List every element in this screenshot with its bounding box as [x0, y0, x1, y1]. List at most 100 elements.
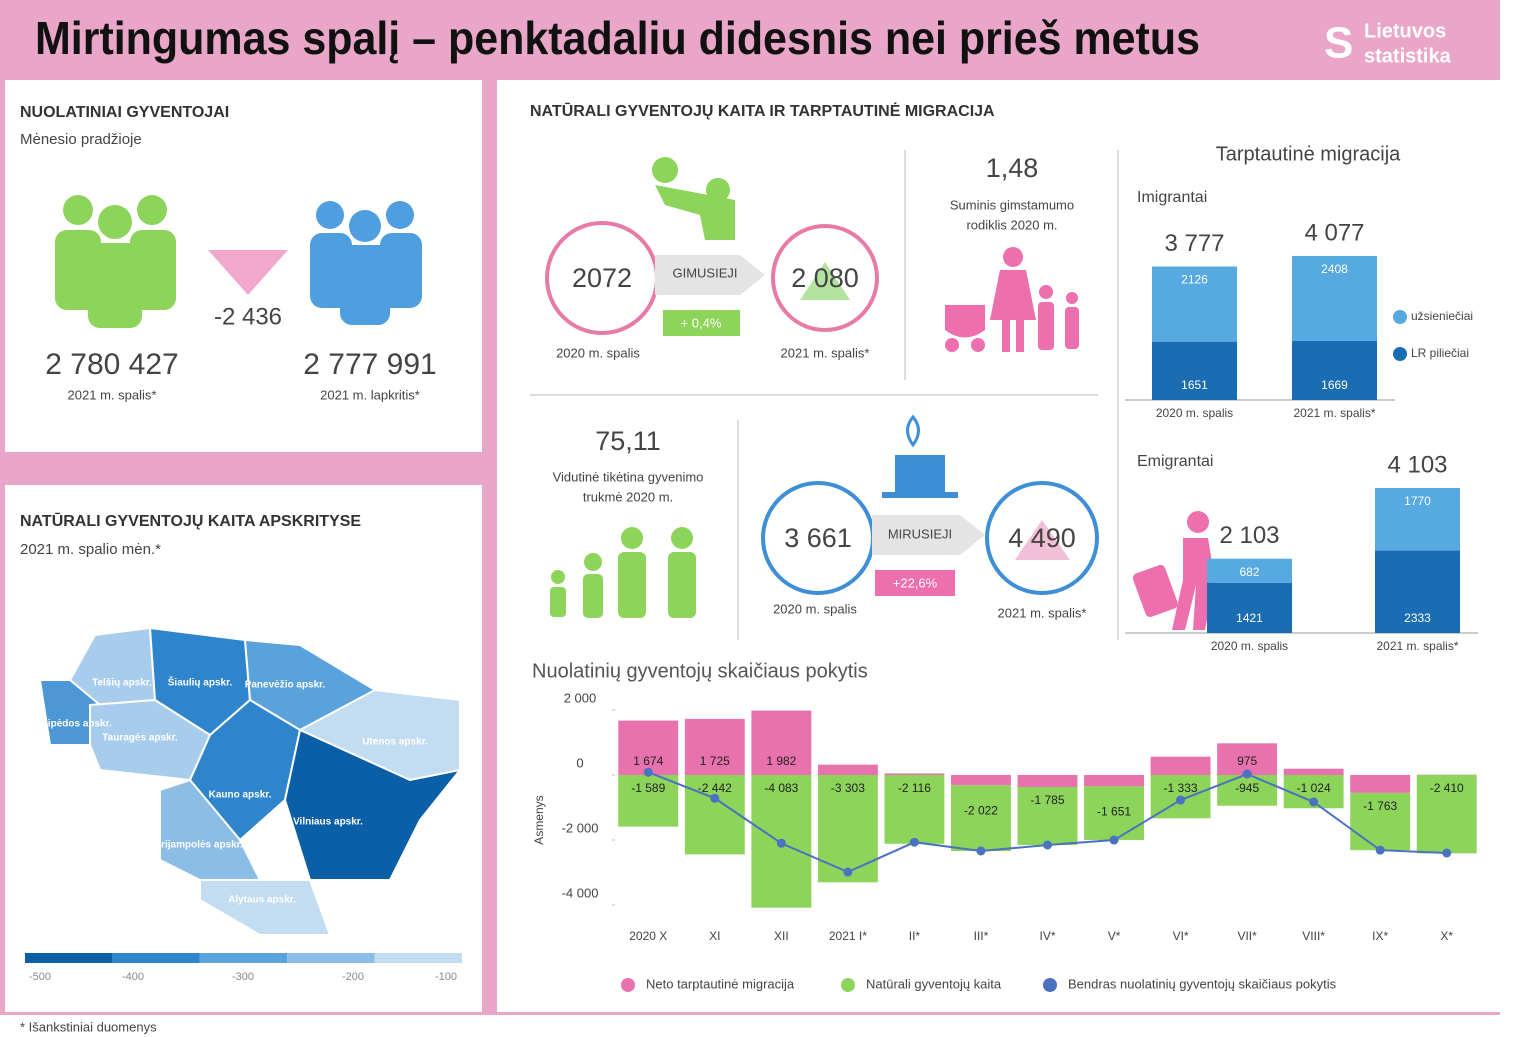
value-label: 2408	[1321, 262, 1348, 276]
value-label: 975	[1237, 754, 1257, 768]
scale-tick-label: -100	[435, 971, 457, 983]
label: rodiklis 2020 m.	[966, 217, 1057, 232]
value: 2072	[572, 263, 632, 293]
region-label: Telšių apskr.	[92, 678, 152, 689]
label: Suminis gimstamumo	[950, 197, 1074, 212]
bar-segment	[684, 718, 745, 775]
people-icon	[55, 195, 176, 328]
generations-icon	[550, 527, 696, 618]
panel-title: NATŪRALI GYVENTOJŲ KAITA APSKRITYSE	[20, 511, 361, 530]
line-point	[909, 837, 919, 847]
value-label: -1 333	[1164, 781, 1198, 795]
logo-mark: S	[1324, 19, 1353, 68]
value-label: 1 982	[766, 754, 796, 768]
change-badge	[875, 570, 955, 596]
change-badge	[663, 310, 740, 336]
arrow	[655, 255, 765, 295]
bar-segment	[751, 710, 812, 775]
x-tick-label: 2020 m. spalis	[1156, 406, 1233, 420]
period: 2021 m. spalis*	[781, 345, 870, 360]
footer-band	[0, 1015, 1525, 1037]
section-title: Tarptautinė migracija	[1216, 143, 1401, 165]
value-label: 1 674	[633, 754, 663, 768]
value-label: -1 763	[1363, 799, 1397, 813]
value-label: -1 785	[1030, 793, 1064, 807]
x-tick-label: XI	[709, 929, 720, 943]
region-label: Klaipėdos apskr.	[32, 719, 112, 730]
value-label: -3 303	[831, 781, 865, 795]
period: 2020 m. spalis	[556, 345, 640, 360]
family-icon	[945, 247, 1079, 352]
value: 4 490	[1008, 523, 1076, 553]
bar-segment	[884, 773, 945, 775]
decrease-arrow	[208, 250, 288, 295]
scale-segment	[287, 953, 375, 963]
period: 2021 m. spalis*	[998, 605, 1087, 620]
scale-tick-label: -500	[29, 971, 51, 983]
region-label: Marijampolės apskr.	[147, 840, 243, 851]
line-point	[776, 838, 786, 848]
scale-segment	[374, 953, 462, 963]
value-label: -945	[1235, 781, 1259, 795]
legend-swatch	[1393, 310, 1407, 324]
people-icon	[310, 201, 422, 325]
scale-segment	[25, 953, 113, 963]
label: trukmė 2020 m.	[583, 489, 673, 504]
region-label: Alytaus apskr.	[228, 895, 296, 906]
bar-segment	[951, 785, 1011, 851]
candle-icon	[882, 414, 958, 498]
bar-segment	[1350, 792, 1411, 851]
total-label: 4 103	[1387, 451, 1447, 478]
region-label: Šiaulių apskr.	[168, 676, 233, 689]
bar-segment	[1017, 775, 1078, 787]
value-label: 2333	[1404, 611, 1431, 625]
x-tick-label: III*	[974, 929, 989, 943]
scale-tick-label: -400	[122, 971, 144, 983]
bar-segment	[951, 775, 1011, 786]
legend-swatch	[621, 978, 635, 992]
value-label: -1 589	[631, 781, 665, 795]
legend-label: užsieniečiai	[1411, 309, 1473, 323]
value-label: 1 725	[700, 754, 730, 768]
line-point	[1109, 835, 1119, 845]
panel-title: NUOLATINIAI GYVENTOJAI	[20, 104, 229, 121]
x-tick-label: II*	[909, 929, 921, 943]
line-point	[976, 846, 986, 856]
period: 2020 m. spalis	[773, 601, 857, 616]
x-tick-label: 2021 m. spalis*	[1293, 406, 1375, 420]
region	[283, 728, 463, 881]
value: 75,11	[595, 426, 661, 456]
bar-segment	[618, 720, 679, 775]
legend-label: Bendras nuolatinių gyventojų skaičiaus p…	[1068, 976, 1337, 991]
legend-swatch	[841, 978, 855, 992]
change: + 0,4%	[681, 315, 722, 330]
label: MIRUSIEJI	[888, 526, 952, 541]
bar-segment	[1416, 775, 1477, 854]
total-label: 4 077	[1304, 219, 1364, 246]
panel-title: NATŪRALI GYVENTOJŲ KAITA IR TARPTAUTINĖ …	[530, 101, 995, 120]
y-axis-label: Asmenys	[532, 795, 546, 844]
x-tick-label: VII*	[1237, 929, 1257, 943]
value: 2 780 427	[45, 348, 178, 381]
change: +22,6%	[893, 575, 938, 590]
change-value: -2 436	[214, 303, 282, 330]
value-label: -4 083	[764, 781, 798, 795]
bar-segment	[817, 764, 878, 775]
line-point	[1176, 795, 1186, 805]
bar-segment	[1375, 550, 1460, 633]
region-label: Tauragės apskr.	[102, 733, 178, 744]
line-point	[710, 793, 720, 803]
value: 3 661	[784, 523, 852, 553]
bar-segment	[1283, 768, 1344, 775]
legend-label: Neto tarptautinė migracija	[646, 976, 795, 991]
x-tick-label: XII	[774, 929, 789, 943]
footnote: * Išankstiniai duomenys	[20, 1019, 157, 1034]
line-point	[843, 867, 853, 877]
value-label: -1 651	[1097, 805, 1131, 819]
panel	[497, 80, 1500, 1012]
margin	[1500, 0, 1525, 1037]
region-label: Utenos apskr.	[362, 737, 428, 748]
increase-mark	[800, 262, 850, 300]
